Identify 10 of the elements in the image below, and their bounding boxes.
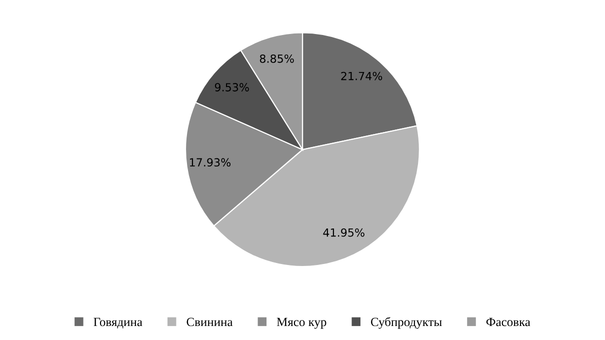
legend-label: Свинина <box>186 318 233 326</box>
data-label: 41.95% <box>323 228 364 237</box>
legend-label: Фасовка <box>486 318 530 326</box>
legend-label: Говядина <box>94 318 142 328</box>
data-label: 21.74% <box>341 72 382 80</box>
data-label: 8.85% <box>260 54 294 63</box>
legend-label: Субпродукты <box>370 317 442 329</box>
data-label: 9.53% <box>214 83 249 92</box>
legend-label: Мясо кур <box>276 318 326 329</box>
data-label: 17.93% <box>190 158 231 167</box>
